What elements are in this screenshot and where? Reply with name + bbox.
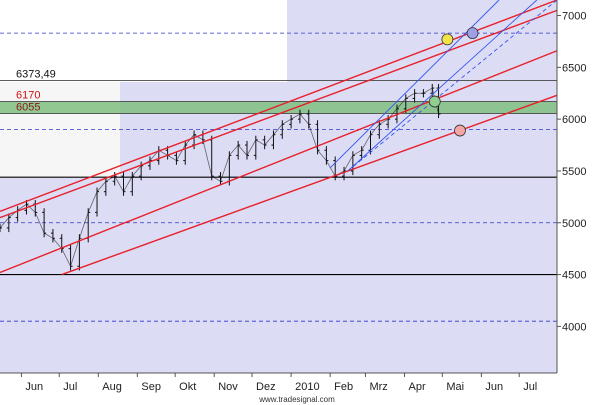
x-tick-label: Okt xyxy=(179,381,196,393)
x-axis-area xyxy=(0,373,595,405)
y-tick-label: 5500 xyxy=(562,166,586,178)
source-label: www.tradesignal.com xyxy=(258,395,335,404)
y-axis-area xyxy=(557,0,595,373)
y-tick-label: 4500 xyxy=(562,270,586,282)
x-tick-label: Jul xyxy=(63,381,77,393)
y-tick-label: 4000 xyxy=(562,321,586,333)
y-tick-label: 5000 xyxy=(562,218,586,230)
x-tick-label: 2010 xyxy=(295,381,319,393)
level-label: 6373,49 xyxy=(16,68,56,80)
x-tick-label: Aug xyxy=(102,381,122,393)
x-tick-label: Jun xyxy=(25,381,43,393)
chart-marker xyxy=(441,33,454,46)
x-tick-label: Nov xyxy=(218,381,238,393)
y-tick-label: 6500 xyxy=(562,62,586,74)
upper-white-zone xyxy=(0,0,287,82)
x-tick-label: Mrz xyxy=(369,381,387,393)
chart-marker xyxy=(454,124,466,137)
chart-marker xyxy=(428,95,441,108)
level-label: 6055 xyxy=(16,101,40,113)
price-line xyxy=(0,87,439,268)
x-tick-label: Jul xyxy=(523,381,537,393)
support-band xyxy=(0,101,557,114)
x-tick-label: Feb xyxy=(334,381,353,393)
trend-line xyxy=(347,0,538,172)
y-tick-label: 6000 xyxy=(562,114,586,126)
chart-marker xyxy=(466,27,479,40)
y-tick-label: 7000 xyxy=(562,11,586,23)
left-light-zone xyxy=(0,82,120,178)
channel-line xyxy=(61,94,558,276)
level-label: 6170 xyxy=(16,90,40,102)
x-tick-label: Sep xyxy=(141,381,161,393)
x-tick-label: Dez xyxy=(256,381,276,393)
channel-line xyxy=(0,9,558,219)
x-tick-label: Apr xyxy=(409,381,426,393)
x-tick-label: Jun xyxy=(485,381,503,393)
channel-line xyxy=(0,50,558,274)
trend-line xyxy=(347,0,558,172)
x-tick-label: Mai xyxy=(446,381,464,393)
